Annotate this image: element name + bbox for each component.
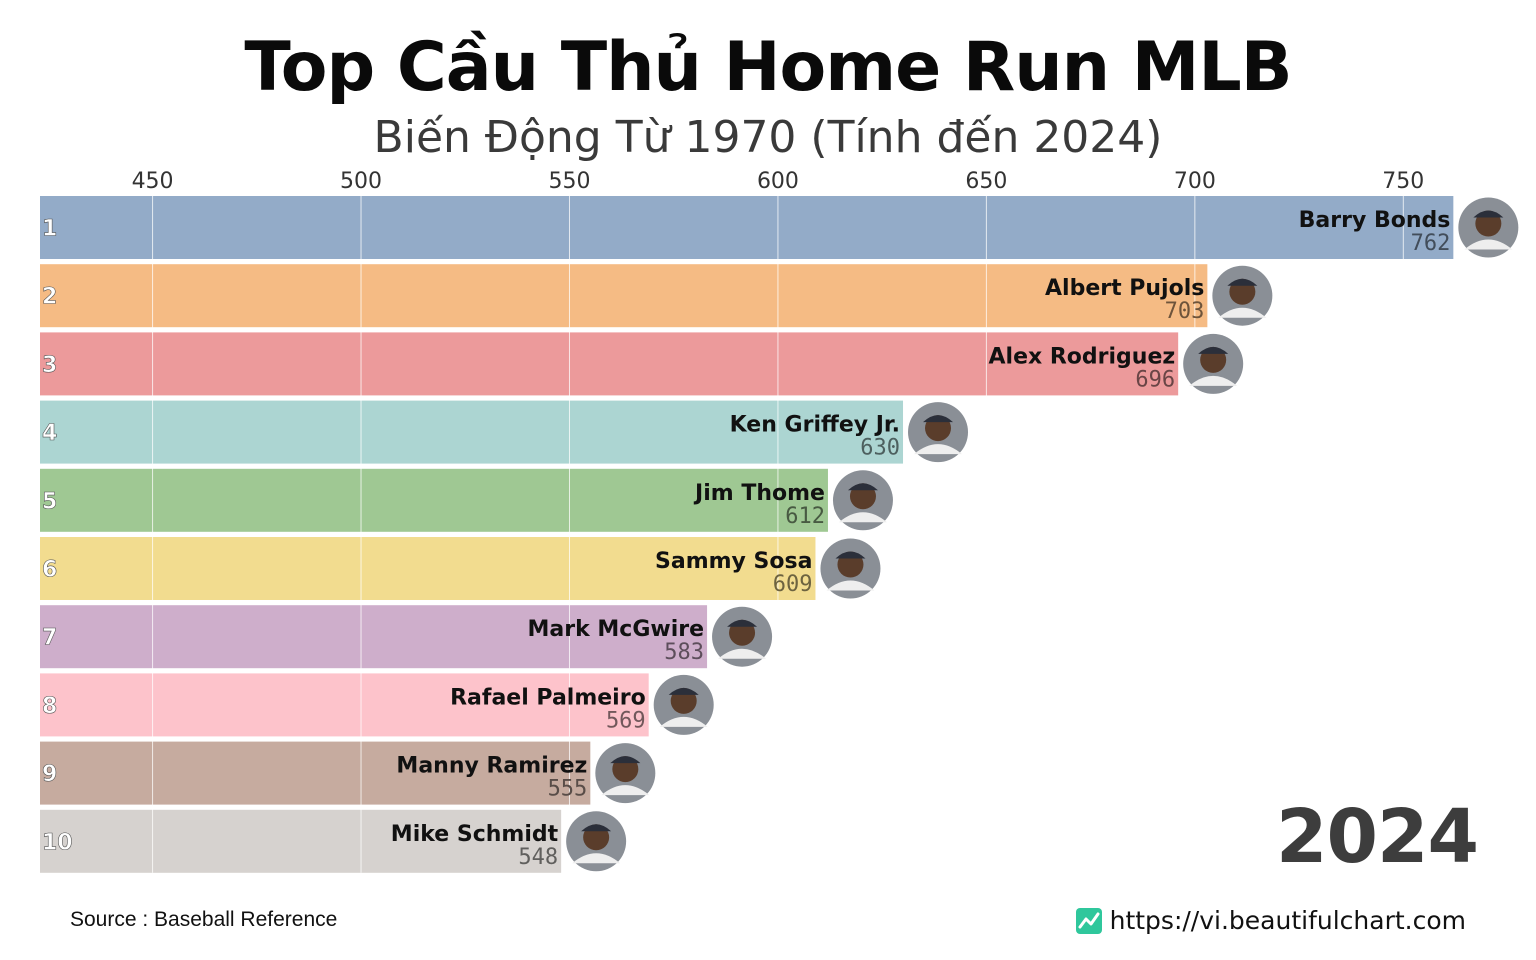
x-tick-label: 500 — [340, 169, 382, 194]
bar-6 — [40, 537, 816, 600]
avatar-shoulders-icon — [659, 716, 708, 727]
avatar-shoulders-icon — [718, 648, 767, 659]
player-name: Mark McGwire — [528, 617, 705, 642]
bar-3 — [40, 332, 1179, 396]
rank-label: 8 — [42, 694, 57, 719]
rank-label: 7 — [42, 626, 57, 651]
avatar-cap-icon — [668, 687, 699, 695]
avatar-cap-icon — [1473, 210, 1504, 218]
rank-label: 6 — [42, 558, 57, 583]
avatar-shoulders-icon — [838, 512, 887, 523]
bar-9 — [40, 741, 591, 805]
chart-subtitle: Biến Động Từ 1970 (Tính đến 2024) — [373, 112, 1163, 163]
bar-5 — [40, 468, 828, 532]
player-name: Ken Griffey Jr. — [730, 413, 900, 438]
rank-label: 5 — [42, 489, 57, 514]
x-tick-label: 650 — [965, 169, 1007, 194]
rank-label: 9 — [42, 762, 57, 787]
x-tick-label: 550 — [548, 169, 590, 194]
x-tick-label: 700 — [1174, 169, 1216, 194]
value-label: 569 — [606, 708, 646, 733]
player-name: Barry Bonds — [1299, 208, 1451, 233]
rank-label: 2 — [42, 285, 57, 310]
player-name: Jim Thome — [693, 481, 825, 506]
value-label: 703 — [1165, 299, 1205, 324]
x-tick-label: 600 — [757, 169, 799, 194]
avatar-shoulders-icon — [914, 444, 963, 455]
rank-label: 4 — [42, 421, 57, 446]
value-label: 548 — [518, 845, 558, 870]
source-note: Source : Baseball Reference — [70, 908, 338, 931]
avatar-shoulders-icon — [1218, 307, 1267, 318]
bar-10 — [40, 809, 562, 873]
x-tick-label: 450 — [132, 169, 174, 194]
avatar-shoulders-icon — [601, 785, 650, 796]
value-label: 555 — [548, 777, 588, 802]
player-name: Mike Schmidt — [391, 822, 559, 847]
rank-label: 1 — [42, 217, 57, 242]
avatar-cap-icon — [727, 619, 758, 627]
year-label: 2024 — [1276, 794, 1479, 880]
chart-logo-icon — [1075, 907, 1102, 934]
value-label: 612 — [785, 504, 825, 529]
rank-label: 10 — [42, 830, 73, 855]
website-link[interactable]: https://vi.beautifulchart.com — [1075, 906, 1466, 935]
value-label: 583 — [664, 640, 704, 665]
avatar-shoulders-icon — [1189, 375, 1238, 386]
player-name: Rafael Palmeiro — [450, 685, 646, 710]
value-label: 630 — [860, 436, 900, 461]
website-url[interactable]: https://vi.beautifulchart.com — [1109, 906, 1466, 935]
rank-label: 3 — [42, 353, 57, 378]
value-label: 609 — [773, 572, 813, 597]
bar-2 — [40, 264, 1208, 328]
player-name: Sammy Sosa — [655, 549, 812, 574]
value-label: 762 — [1411, 231, 1451, 256]
player-name: Alex Rodriguez — [989, 344, 1176, 369]
value-label: 696 — [1135, 367, 1175, 392]
avatar-cap-icon — [1198, 346, 1229, 354]
avatar-cap-icon — [847, 483, 878, 491]
player-name: Manny Ramirez — [396, 754, 587, 779]
bar-4 — [40, 400, 904, 464]
avatar-cap-icon — [581, 824, 612, 832]
avatar-cap-icon — [923, 415, 954, 423]
player-name: Albert Pujols — [1045, 276, 1204, 301]
avatar-shoulders-icon — [572, 853, 621, 864]
bar-7 — [40, 605, 708, 669]
avatar-cap-icon — [1227, 278, 1258, 286]
avatar-shoulders-icon — [826, 580, 875, 591]
chart-title: Top Cầu Thủ Home Run MLB — [244, 28, 1292, 107]
bar-1 — [40, 196, 1454, 259]
avatar-shoulders-icon — [1464, 239, 1513, 250]
x-tick-label: 750 — [1382, 169, 1424, 194]
avatar-cap-icon — [610, 756, 641, 764]
avatar-cap-icon — [835, 551, 866, 559]
bar-8 — [40, 673, 649, 737]
